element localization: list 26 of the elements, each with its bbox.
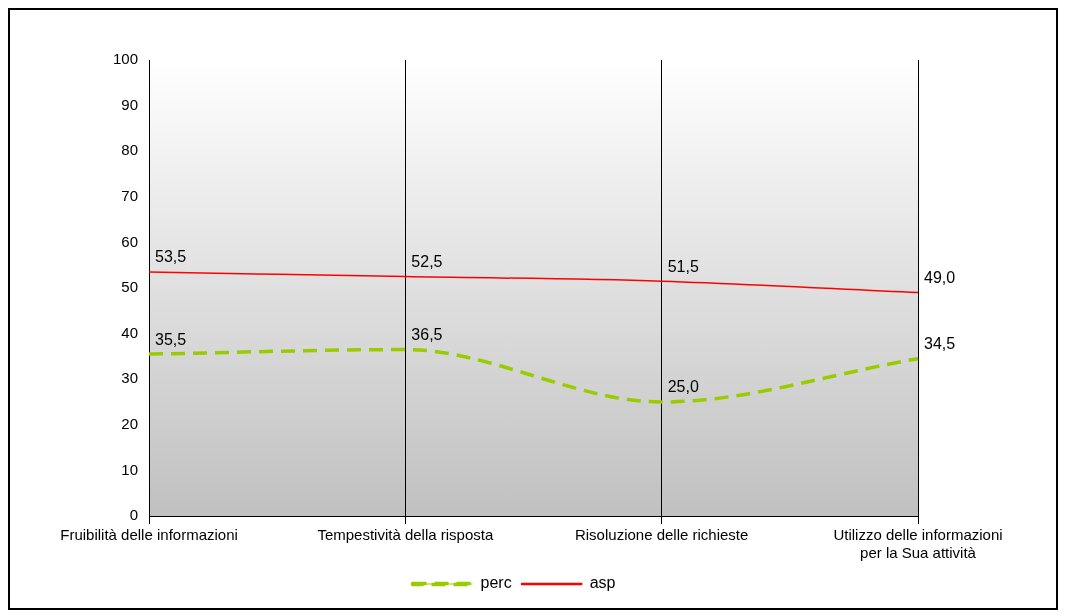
x-tick-label: Tempestività della risposta [317,526,494,544]
data-label: 53,5 [155,248,187,266]
y-tick-label: 30 [121,369,139,387]
y-tick-label: 40 [121,323,139,341]
data-label: 35,5 [155,330,187,348]
y-tick-label: 90 [121,95,139,113]
legend-label: perc [480,574,512,592]
x-tick-label: Risoluzione delle richieste [574,526,749,544]
data-label: 51,5 [667,257,699,275]
y-tick-label: 0 [129,506,139,524]
y-tick-label: 60 [121,232,139,250]
data-label: 52,5 [411,253,443,271]
line-series [147,347,920,404]
y-tick-label: 50 [121,278,139,296]
data-label: 34,5 [924,335,956,353]
y-tick-label: 20 [121,414,139,432]
data-label: 36,5 [411,325,443,343]
y-tick-label: 70 [121,186,139,204]
y-tick-label: 80 [121,141,139,159]
data-label: 25,0 [667,378,699,396]
data-label: 49,0 [924,268,956,286]
y-tick-label: 100 [113,50,139,68]
y-tick-label: 10 [121,460,139,478]
legend-label: asp [589,574,616,592]
x-tick-label: Fruibilità delle informazioni [60,526,238,544]
x-tick-label: Utilizzo delle informazioni per la Sua attività [833,526,1003,562]
